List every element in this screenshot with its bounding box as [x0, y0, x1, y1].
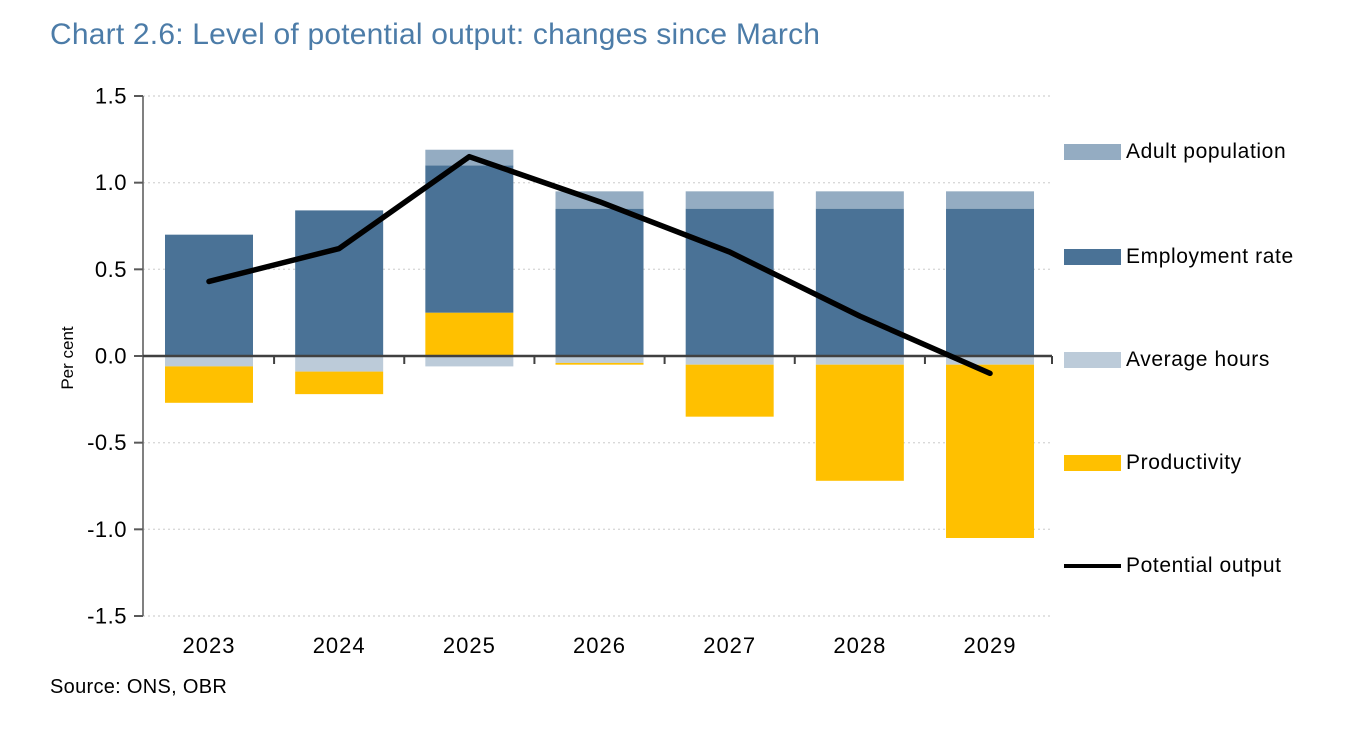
bar-segment-average-hours-2024	[295, 356, 384, 372]
y-tick-label: 1.0	[95, 170, 127, 195]
bar-segment-average-hours-2028	[815, 356, 904, 365]
bar-segment-adult-population-2029	[946, 191, 1035, 209]
bar-segment-productivity-2023	[165, 366, 253, 403]
bar-segment-productivity-2027	[685, 364, 774, 417]
bar-segment-employment-rate-2027	[685, 208, 774, 356]
x-tick-label: 2024	[313, 633, 366, 658]
y-tick-label: -1.0	[87, 517, 127, 542]
x-tick-label: 2026	[573, 633, 626, 658]
bar-segment-adult-population-2027	[685, 191, 774, 209]
source-note: Source: ONS, OBR	[50, 676, 228, 698]
bar-segment-employment-rate-2023	[165, 234, 253, 356]
bar-segment-productivity-2028	[815, 364, 904, 481]
y-tick-label: 1.5	[95, 84, 127, 109]
bar-segment-productivity-2026	[555, 362, 644, 365]
bar-segment-average-hours-2023	[165, 356, 253, 367]
bar-segment-adult-population-2028	[815, 191, 904, 209]
bar-segment-employment-rate-2028	[815, 208, 904, 356]
potential-output-line	[206, 153, 993, 377]
bar-segment-productivity-2029	[946, 364, 1035, 538]
x-tick-label: 2029	[964, 633, 1017, 658]
x-tick-label: 2023	[183, 633, 236, 658]
y-axis-title: Per cent	[58, 326, 77, 390]
bar-segment-average-hours-2027	[685, 356, 774, 365]
y-tick-label: -1.5	[87, 604, 127, 629]
x-tick-label: 2027	[703, 633, 756, 658]
bar-segment-average-hours-2029	[946, 356, 1035, 365]
y-tick-label: 0.0	[95, 344, 127, 369]
bar-segment-employment-rate-2025	[425, 165, 514, 313]
bar-segment-employment-rate-2029	[946, 208, 1035, 356]
bar-segment-average-hours-2025	[425, 356, 514, 367]
bar-segment-productivity-2024	[295, 371, 384, 395]
x-tick-label: 2028	[833, 633, 886, 658]
bar-segment-employment-rate-2024	[295, 210, 384, 356]
y-tick-label: 0.5	[95, 257, 127, 282]
bar-segment-productivity-2025	[425, 312, 514, 356]
chart-title: Chart 2.6: Level of potential output: ch…	[50, 18, 821, 51]
bar-segment-average-hours-2026	[555, 356, 644, 363]
y-tick-label: -0.5	[87, 430, 127, 455]
x-tick-label: 2025	[443, 633, 496, 658]
bar-segment-employment-rate-2026	[555, 208, 644, 356]
